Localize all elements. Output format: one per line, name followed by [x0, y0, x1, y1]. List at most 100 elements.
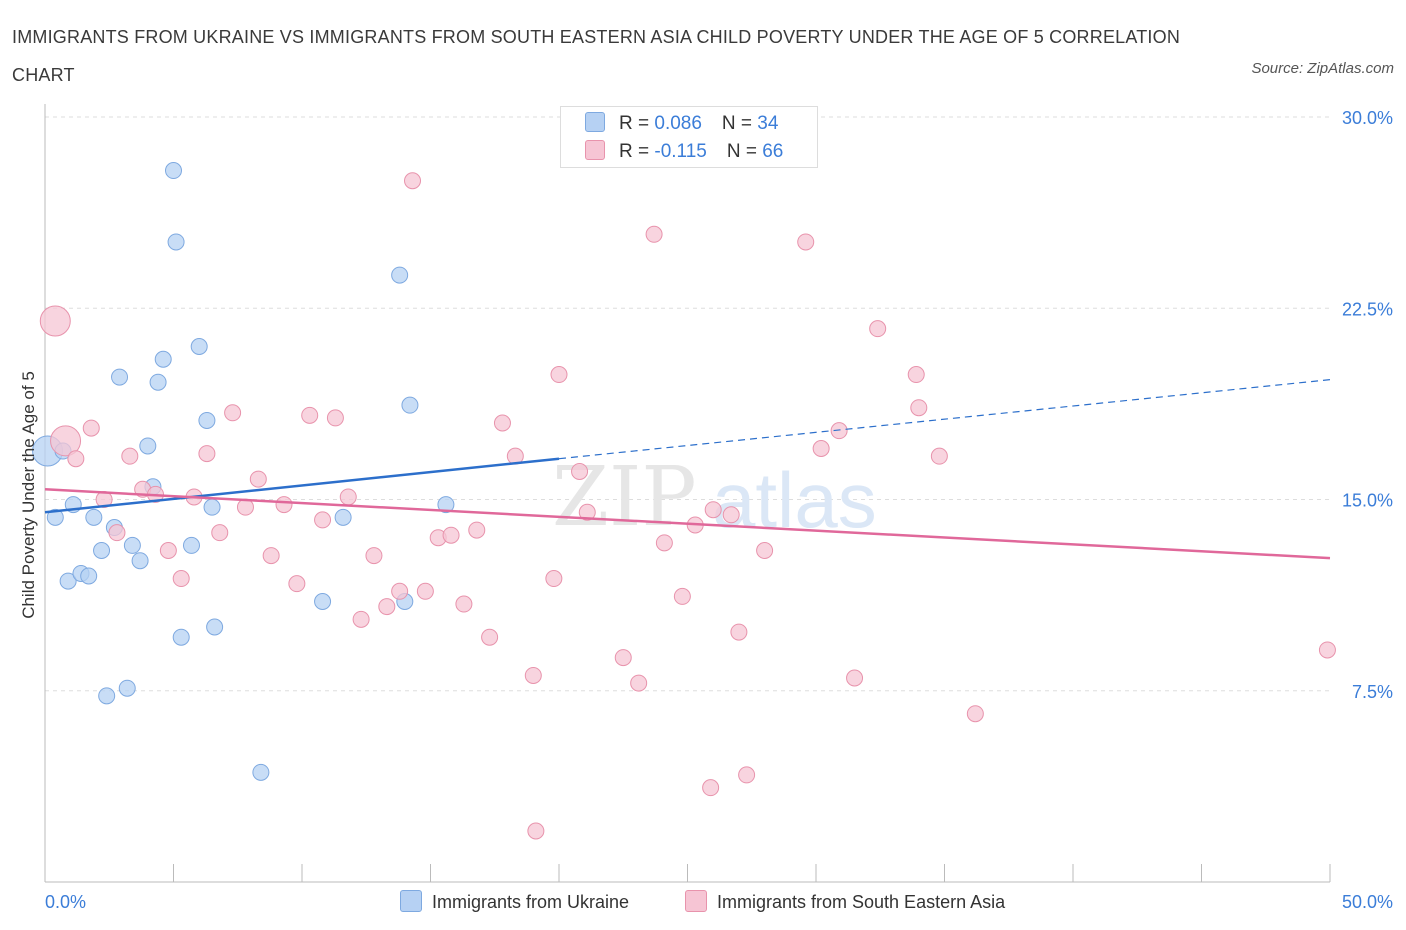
sea-point [630, 674, 648, 692]
ukraine-point [149, 373, 167, 391]
ukraine-point [139, 437, 157, 455]
ukraine-point [131, 552, 149, 570]
ukraine-point [206, 618, 224, 636]
sea-point [869, 320, 887, 338]
sea-point [224, 404, 242, 422]
ukraine-trend-extension [558, 379, 1331, 460]
legend-n-value-ukraine: 34 [757, 113, 779, 134]
sea-point [326, 409, 344, 427]
ukraine-point [80, 567, 98, 585]
watermark-zip: ZIP [552, 450, 697, 545]
sea-point [527, 822, 545, 840]
sea-point [830, 422, 848, 440]
x-tick-label: 50.0% [1342, 892, 1393, 912]
axes [44, 104, 1331, 883]
sea-point [50, 425, 82, 457]
sea-points [39, 146, 1336, 840]
ukraine-point [98, 687, 116, 705]
sea-point [82, 419, 100, 437]
grid-lines [45, 116, 1330, 692]
sea-point [159, 542, 177, 559]
legend-n-label: N = [726, 141, 763, 162]
tick-labels: 7.5% 15.0% 22.5% 30.0% 0.0% 50.0% [45, 108, 1393, 912]
ukraine-point [93, 542, 111, 559]
legend-row-sea: R = -0.115 N = 66 [585, 139, 783, 165]
legend-row-ukraine: R = 0.086 N = 34 [585, 111, 778, 137]
sea-trend-line [44, 488, 1331, 560]
ukraine-point [314, 593, 332, 610]
legend-r-value-ukraine: 0.086 [654, 113, 702, 134]
ukraine-point [334, 508, 352, 526]
sea-point [249, 470, 267, 488]
legend-r-label: R = [619, 141, 655, 162]
legend-swatch-ukraine [585, 112, 605, 132]
sea-point [468, 521, 486, 539]
sea-point [108, 524, 126, 542]
legend-n-value-sea: 66 [762, 141, 784, 162]
sea-point [907, 366, 925, 384]
series-legend: Immigrants from Ukraine Immigrants from … [0, 888, 1406, 916]
sea-point [673, 587, 691, 605]
sea-point [545, 570, 563, 588]
legend-swatch-sea [685, 890, 707, 912]
x-tick-label: 0.0% [45, 892, 86, 912]
sea-point [404, 172, 422, 190]
ukraine-point [391, 266, 409, 284]
ukraine-point [46, 508, 64, 526]
sea-point [301, 406, 319, 424]
sea-point [275, 496, 293, 514]
sea-point [910, 399, 928, 417]
sea-point [550, 366, 568, 384]
sea-point [524, 666, 542, 684]
sea-point [391, 582, 409, 600]
sea-point [262, 547, 280, 565]
legend-r-value-sea: -0.115 [654, 141, 707, 162]
legend-label-ukraine: Immigrants from Ukraine [432, 892, 630, 912]
ukraine-point [167, 233, 185, 251]
sea-point [378, 598, 396, 616]
sea-point [571, 462, 589, 480]
sea-point [365, 547, 383, 565]
sea-point [614, 649, 632, 667]
ukraine-point [172, 628, 190, 646]
sea-point [846, 669, 864, 687]
sea-point [314, 511, 332, 529]
sea-point [339, 488, 357, 506]
legend-swatch-ukraine [400, 890, 422, 912]
sea-point [211, 524, 229, 542]
watermark-atlas: atlas [712, 456, 877, 544]
sea-point [966, 705, 984, 723]
ukraine-point [182, 536, 200, 554]
ukraine-point [198, 411, 216, 429]
legend-item-ukraine: Immigrants from Ukraine [400, 888, 629, 916]
sea-point [288, 575, 306, 593]
sea-point [352, 610, 370, 628]
y-tick-label: 15.0% [1342, 491, 1393, 511]
sea-point [1318, 641, 1336, 659]
sea-point [442, 526, 460, 544]
sea-point [722, 506, 740, 524]
sea-point [493, 414, 511, 432]
ukraine-point [401, 396, 419, 414]
ukraine-trend-line [44, 457, 560, 514]
sea-point [702, 779, 720, 797]
ukraine-points [32, 162, 455, 781]
ukraine-point [203, 498, 221, 516]
sea-point [812, 440, 830, 457]
chart-title: IMMIGRANTS FROM UKRAINE VS IMMIGRANTS FR… [12, 27, 1181, 85]
ukraine-point [59, 572, 77, 590]
sea-point [455, 595, 473, 613]
sea-point [655, 534, 673, 552]
sea-point [797, 233, 815, 251]
sea-point [198, 445, 216, 463]
sea-point [39, 305, 71, 337]
sea-point [738, 766, 756, 784]
ukraine-point [252, 763, 270, 781]
correlation-legend: R = 0.086 N = 34 R = -0.115 N = 66 [560, 106, 818, 168]
legend-label-sea: Immigrants from South Eastern Asia [717, 892, 1006, 912]
sea-point [172, 570, 190, 588]
source-label: Source: ZipAtlas.com [1251, 60, 1394, 77]
ukraine-point [85, 508, 103, 526]
sea-point [578, 503, 596, 521]
